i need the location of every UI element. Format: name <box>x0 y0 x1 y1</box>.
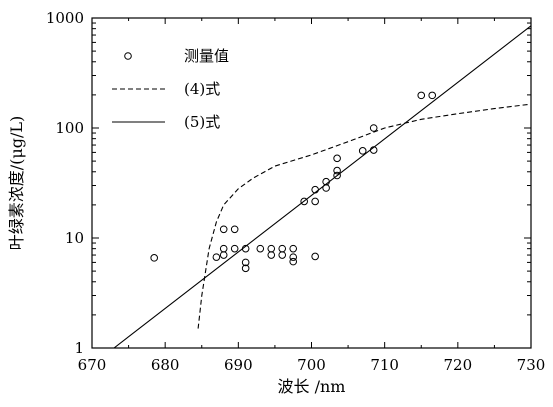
axes-frame <box>91 17 532 349</box>
data-point <box>219 251 228 259</box>
data-point <box>428 91 437 100</box>
data-point <box>267 244 276 253</box>
x-tick-label: 680 <box>151 356 180 374</box>
data-point <box>289 253 298 261</box>
plot-area: 670 680 690 700 710 720 730 1 10 100 1000 <box>46 9 546 374</box>
x-axis-label: 波长 /nm <box>278 377 346 396</box>
y-tick-label: 1000 <box>46 9 84 27</box>
data-point <box>333 154 341 163</box>
points <box>150 91 437 273</box>
data-point <box>311 185 319 194</box>
data-point <box>311 197 319 206</box>
data-point <box>212 253 221 261</box>
y-tick-label: 10 <box>65 229 84 247</box>
data-point <box>369 146 378 154</box>
x-tick-label: 710 <box>370 356 399 374</box>
data-point <box>219 225 228 234</box>
data-point <box>333 171 341 180</box>
data-point <box>241 258 250 267</box>
data-point <box>230 225 239 234</box>
data-point <box>150 254 158 262</box>
data-point <box>417 91 426 100</box>
data-point <box>322 177 330 186</box>
legend-swatch <box>124 52 132 60</box>
data-point <box>333 166 341 175</box>
series-line <box>197 103 531 329</box>
x-tick-label: 670 <box>78 356 107 374</box>
y-axis: 1 10 100 1000 <box>46 9 531 357</box>
data-point <box>289 257 298 266</box>
data-point <box>289 244 298 253</box>
data-point <box>300 197 308 206</box>
data-point <box>241 264 250 273</box>
y-tick-label: 1 <box>74 339 84 357</box>
legend: 测量值 (4)式 (5)式 <box>112 47 229 131</box>
x-tick-label: 730 <box>517 356 546 374</box>
legend-label: (4)式 <box>184 80 220 98</box>
data-point <box>219 244 228 253</box>
data-point <box>278 251 287 259</box>
x-tick-label: 690 <box>224 356 253 374</box>
data-point <box>311 252 319 261</box>
x-tick-label: 720 <box>444 356 473 374</box>
data-point <box>256 244 265 253</box>
x-axis: 670 680 690 700 710 720 730 <box>78 18 546 374</box>
data-point <box>369 124 378 132</box>
data-point <box>278 244 287 253</box>
data-point <box>322 184 330 192</box>
legend-label: (5)式 <box>184 113 220 131</box>
legend-label: 测量值 <box>184 47 229 65</box>
y-axis-label: 叶绿素浓度/(μg/L) <box>7 116 26 251</box>
data-point <box>358 147 367 155</box>
data-point <box>241 244 250 253</box>
data-point <box>267 251 276 259</box>
x-tick-label: 700 <box>297 356 326 374</box>
data-point <box>230 244 239 253</box>
y-tick-label: 100 <box>55 119 84 137</box>
